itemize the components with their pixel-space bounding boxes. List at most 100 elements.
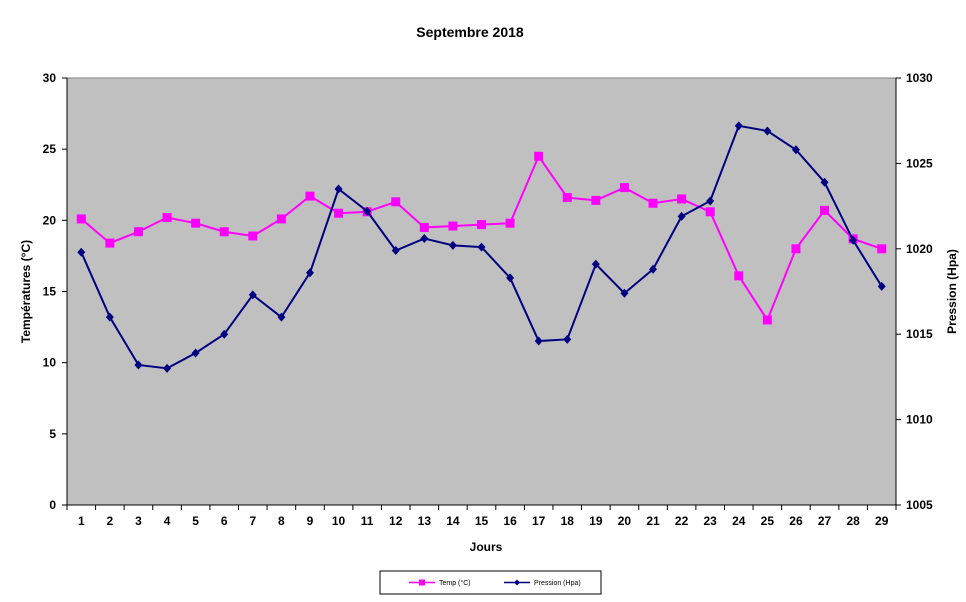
data-point (133, 227, 143, 237)
y-axis-label: Températures (°C) (19, 240, 33, 343)
y-tick-label: 25 (43, 142, 57, 156)
data-point (591, 195, 601, 205)
series-temperature (76, 151, 887, 325)
x-tick-label: 2 (107, 514, 114, 528)
y-tick-label: 10 (43, 356, 57, 370)
data-point (220, 329, 229, 339)
data-point (477, 242, 486, 252)
data-point (705, 207, 715, 217)
plot-area (66, 77, 897, 506)
data-point (591, 259, 600, 269)
data-point (448, 240, 457, 250)
data-point (677, 211, 686, 221)
data-point (305, 191, 315, 201)
legend-label: Temp (°C) (439, 579, 471, 587)
data-point (534, 336, 543, 346)
data-point (248, 290, 257, 300)
data-point (419, 222, 429, 232)
x-tick-label: 15 (475, 514, 489, 528)
x-tick-label: 14 (446, 514, 460, 528)
data-point (391, 246, 400, 256)
x-tick-label: 25 (761, 514, 775, 528)
y-tick-label: 5 (49, 427, 56, 441)
data-point (248, 231, 258, 241)
data-point (619, 183, 629, 193)
x-tick-label: 13 (418, 514, 432, 528)
legend-box (379, 570, 602, 595)
data-point (534, 151, 544, 161)
y-tick-label: 20 (43, 213, 57, 227)
data-point (420, 234, 429, 244)
data-point (562, 193, 572, 203)
x-tick-label: 3 (135, 514, 142, 528)
x-tick-label: 6 (221, 514, 228, 528)
data-point (105, 238, 115, 248)
x-tick-label: 27 (818, 514, 832, 528)
x-tick-label: 4 (164, 514, 171, 528)
y-tick-label: 0 (49, 498, 56, 512)
x-tick-label: 20 (618, 514, 632, 528)
data-point (763, 126, 772, 136)
data-point (277, 312, 286, 322)
data-point (105, 312, 114, 322)
data-point (734, 121, 743, 131)
series-layer (76, 121, 887, 373)
x-tick-label: 17 (532, 514, 546, 528)
legend-swatch-marker (514, 579, 520, 586)
data-point (219, 227, 229, 237)
legend-label: Pression (Hpa) (534, 580, 581, 587)
y2-axis-label: Pression (Hpa) (945, 249, 959, 334)
y2-tick-label: 1025 (906, 156, 933, 170)
y2-tick-label: 1020 (906, 242, 933, 256)
x-tick-label: 18 (561, 514, 575, 528)
x-tick-label: 1 (78, 514, 85, 528)
data-point (820, 177, 829, 187)
y2-tick-label: 1005 (906, 498, 933, 512)
x-tick-label: 19 (589, 514, 603, 528)
data-point (163, 363, 172, 373)
x-tick-label: 9 (307, 514, 314, 528)
y2-tick-label: 1010 (906, 413, 933, 427)
x-tick-label: 22 (675, 514, 689, 528)
data-point (877, 281, 886, 291)
data-point (648, 198, 658, 208)
legend-item: Pression (Hpa) (504, 579, 581, 587)
data-point (877, 244, 887, 254)
data-point (334, 184, 343, 194)
data-point (706, 196, 715, 206)
data-point (505, 218, 515, 228)
x-tick-label: 12 (389, 514, 403, 528)
x-tick-label: 24 (732, 514, 746, 528)
x-tick-label: 28 (846, 514, 860, 528)
data-point (191, 218, 201, 228)
y-tick-label: 30 (43, 71, 57, 85)
data-point (762, 315, 772, 325)
x-tick-label: 29 (875, 514, 889, 528)
data-point (162, 212, 172, 222)
x-tick-label: 16 (503, 514, 517, 528)
y-tick-label: 15 (43, 285, 57, 299)
data-point (76, 214, 86, 224)
x-axis-label: Jours (470, 540, 503, 554)
data-point (734, 271, 744, 281)
data-point (363, 206, 372, 216)
data-point (391, 197, 401, 207)
data-point (677, 194, 687, 204)
data-point (649, 264, 658, 274)
data-point (448, 221, 458, 231)
legend-swatch-marker (419, 579, 425, 586)
x-tick-label: 8 (278, 514, 285, 528)
data-point (620, 288, 629, 298)
data-point (791, 244, 801, 254)
data-point (849, 235, 858, 245)
data-point (791, 145, 800, 155)
legend-item: Temp (°C) (409, 579, 471, 587)
x-tick-label: 10 (332, 514, 346, 528)
data-point (477, 220, 486, 230)
data-point (276, 214, 286, 224)
x-tick-label: 21 (646, 514, 660, 528)
series-pressure (77, 121, 886, 373)
x-tick-label: 11 (361, 514, 374, 528)
